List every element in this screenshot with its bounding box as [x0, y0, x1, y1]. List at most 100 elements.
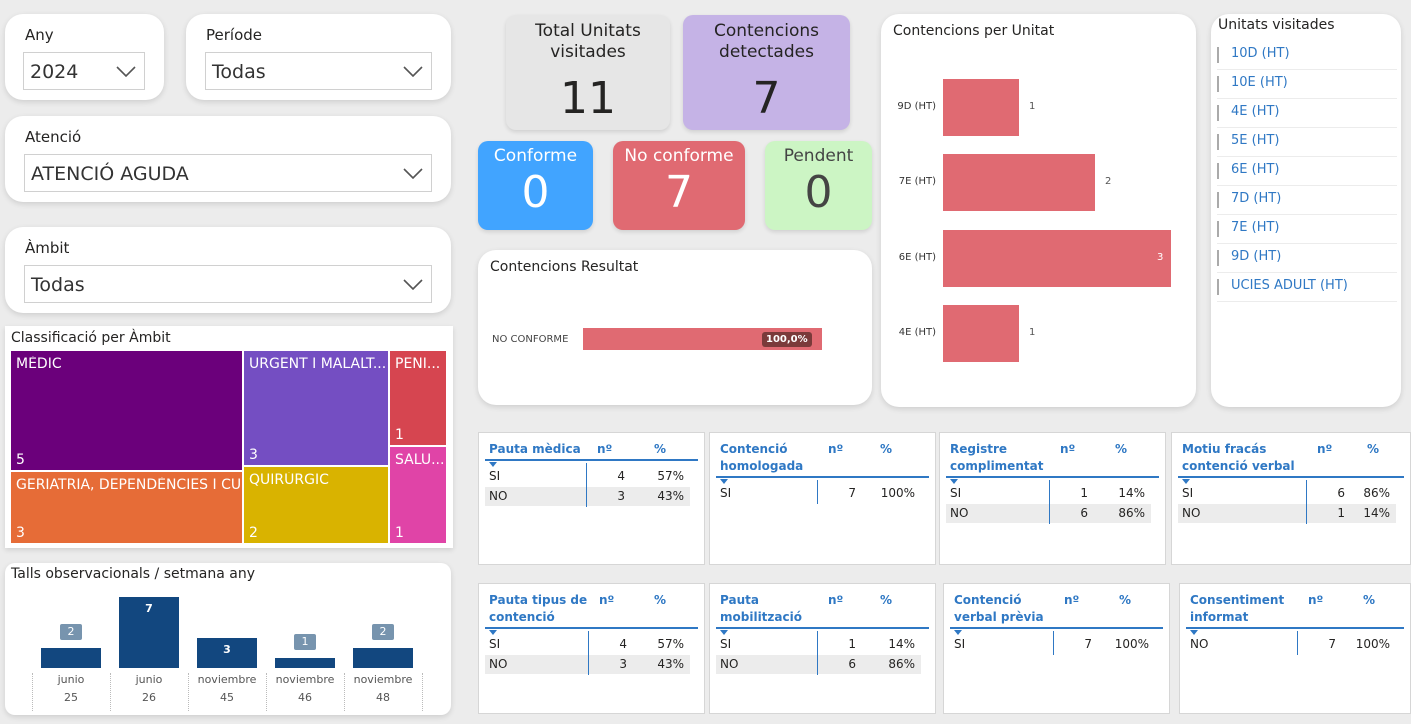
atencio-dropdown[interactable]: ATENCIÓ AGUDA: [24, 154, 432, 192]
table-header-label[interactable]: Pauta tipus de contenció: [489, 593, 588, 624]
talls-bar[interactable]: [41, 647, 101, 668]
unitats-item-marker: [1217, 134, 1219, 150]
treemap-tile[interactable]: URGENT I MALALT... 3: [243, 350, 389, 466]
unitats-list-item[interactable]: 10E (HT): [1217, 70, 1397, 99]
treemap-tile[interactable]: QUIRÚRGIC 2: [243, 466, 389, 544]
treemap-tile[interactable]: GERIATRIA, DEPENDÈNCIES I CU... 3: [10, 471, 243, 544]
table-column-divider: [817, 631, 818, 675]
table-header-pct[interactable]: %: [880, 442, 893, 456]
talls-axis-month: noviembre: [197, 673, 257, 686]
table-header-pct[interactable]: %: [1115, 442, 1128, 456]
table-header-label[interactable]: Contenció homologada: [720, 442, 804, 473]
talls-axis-week: 45: [220, 691, 234, 704]
unitats-list-item[interactable]: UCIES ADULT (HT): [1217, 273, 1397, 302]
sort-descending-icon[interactable]: [954, 630, 962, 635]
unit-bar-value: 1: [1029, 326, 1036, 338]
talls-bar[interactable]: [275, 657, 335, 668]
slicer-periode-title: Període: [206, 26, 263, 44]
slicer-atencio: Atenció ATENCIÓ AGUDA: [5, 116, 451, 202]
treemap-tile[interactable]: SALU... 1: [389, 446, 447, 544]
table-header-n[interactable]: nº: [597, 442, 613, 456]
treemap-tile-count: 3: [249, 447, 258, 463]
table-row: SI 7 100%: [716, 484, 921, 503]
table-cell-pct: 100%: [1355, 637, 1390, 651]
talls-bar[interactable]: [119, 597, 179, 668]
kpi-contencions-detectades-value: 7: [752, 73, 781, 124]
table-header-pct[interactable]: %: [1119, 593, 1132, 607]
sort-descending-icon[interactable]: [1190, 630, 1198, 635]
unit-bar-category: 4E (HT): [898, 326, 936, 338]
table-header-pct[interactable]: %: [880, 593, 893, 607]
table-column-divider: [1306, 480, 1307, 524]
table-cell-key: SI: [489, 469, 501, 483]
talls-bar[interactable]: [197, 637, 257, 668]
table-header-label[interactable]: Motiu fracás contenció verbal: [1182, 442, 1295, 473]
table-header-label[interactable]: Contenció verbal prèvia: [954, 593, 1044, 624]
any-dropdown[interactable]: 2024: [23, 52, 145, 90]
unitats-list-item[interactable]: 7D (HT): [1217, 186, 1397, 215]
table-column-divider: [586, 463, 587, 507]
unit-bar-value: 1: [1029, 100, 1036, 112]
sort-descending-icon[interactable]: [720, 479, 728, 484]
table-cell-key: NO: [489, 657, 508, 671]
slicer-any: Any 2024: [5, 14, 164, 100]
table-header-n[interactable]: nº: [1064, 593, 1080, 607]
table-header-label[interactable]: Pauta mobilització: [720, 593, 802, 624]
table-cell-key: SI: [1182, 486, 1194, 500]
unitats-list-item[interactable]: 7E (HT): [1217, 215, 1397, 244]
kpi-conforme-value: 0: [521, 167, 550, 218]
slicer-periode: Període Todas: [186, 14, 451, 100]
unit-bar[interactable]: [943, 79, 1019, 136]
unitats-list-item[interactable]: 9D (HT): [1217, 244, 1397, 273]
periode-dropdown[interactable]: Todas: [205, 52, 432, 90]
talls-axis-separator: [266, 673, 267, 711]
talls-data-label: 7: [145, 602, 153, 615]
unit-bar[interactable]: [943, 154, 1095, 211]
table-header-n[interactable]: nº: [828, 442, 844, 456]
table-header-n[interactable]: nº: [1060, 442, 1076, 456]
unitats-list-item[interactable]: 4E (HT): [1217, 99, 1397, 128]
table-cell-key: SI: [950, 486, 962, 500]
table-header-label[interactable]: Registre complimentat: [950, 442, 1044, 473]
sort-descending-icon[interactable]: [720, 630, 728, 635]
talls-axis-separator: [422, 673, 423, 711]
unitats-list-item[interactable]: 5E (HT): [1217, 128, 1397, 157]
ambit-dropdown[interactable]: Todas: [24, 265, 432, 303]
sort-descending-icon[interactable]: [489, 462, 497, 467]
table-row: NO 1 14%: [1178, 504, 1396, 523]
table-header-pct[interactable]: %: [1363, 593, 1376, 607]
treemap-tile[interactable]: MÈDIC 5: [10, 350, 243, 471]
talls-axis-month: junio: [135, 673, 163, 686]
treemap-tile-count: 5: [16, 452, 25, 468]
kpi-pendent-label: Pendent: [783, 146, 854, 166]
treemap-tile[interactable]: PENI... 1: [389, 350, 447, 446]
talls-bar[interactable]: [353, 647, 413, 668]
talls-data-label: 2: [372, 623, 394, 640]
sort-descending-icon[interactable]: [1182, 479, 1190, 484]
table-header-n[interactable]: nº: [1308, 593, 1324, 607]
table-header-label[interactable]: Consentiment informat: [1190, 593, 1285, 624]
table-header-pct[interactable]: %: [654, 442, 667, 456]
unitats-item-marker: [1217, 76, 1219, 92]
unit-bar[interactable]: [943, 230, 1171, 287]
table-header-label[interactable]: Pauta mèdica: [489, 442, 581, 456]
table-header-n[interactable]: nº: [599, 593, 615, 607]
table-header-pct[interactable]: %: [654, 593, 667, 607]
table-header-n[interactable]: nº: [828, 593, 844, 607]
treemap-tile-label: QUIRÚRGIC: [249, 472, 329, 488]
table-row: SI 4 57%: [485, 467, 690, 486]
sort-descending-icon[interactable]: [950, 479, 958, 484]
resultat-card: Contencions Resultat NO CONFORME 100,0%: [478, 250, 872, 405]
unit-bar[interactable]: [943, 305, 1019, 362]
unitats-list-item[interactable]: 6E (HT): [1217, 157, 1397, 186]
table-cell-n: 1: [848, 637, 856, 651]
table-header-pct[interactable]: %: [1367, 442, 1380, 456]
unitats-list-item[interactable]: 10D (HT): [1217, 41, 1397, 70]
table-cell-n: 1: [1337, 506, 1345, 520]
table-cell-key: NO: [1190, 637, 1209, 651]
unitats-item-label: UCIES ADULT (HT): [1231, 278, 1348, 293]
table-header-n[interactable]: nº: [1317, 442, 1333, 456]
table-row: NO 3 43%: [485, 655, 690, 674]
table-cell-key: SI: [954, 637, 966, 651]
sort-descending-icon[interactable]: [489, 630, 497, 635]
